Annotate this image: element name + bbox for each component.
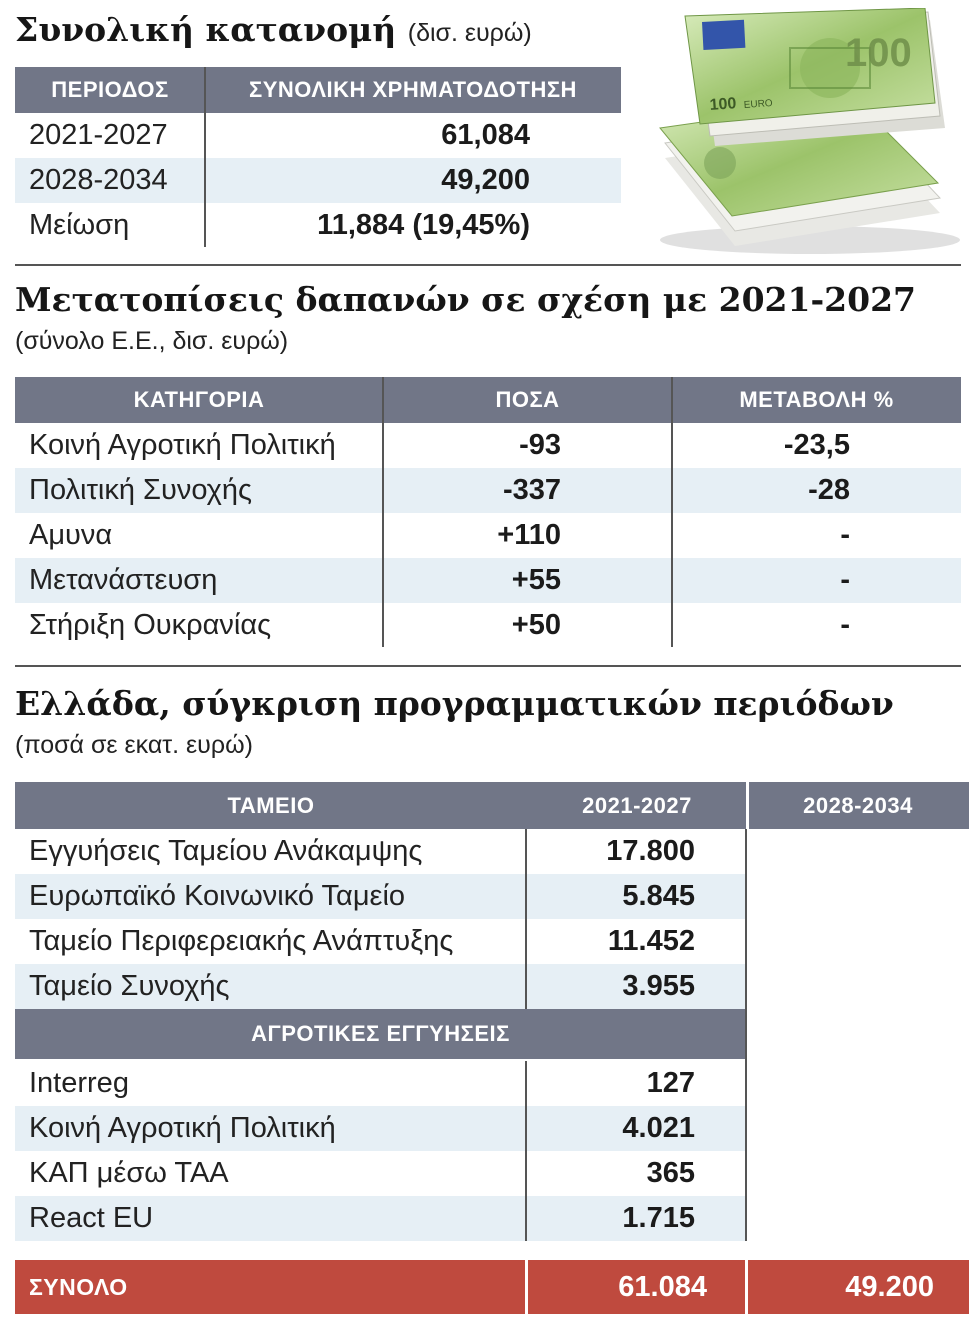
table-row: Πολιτική Συνοχής -337 -28 xyxy=(15,468,961,513)
fund-value: 11.452 xyxy=(607,925,695,957)
amount-value: -93 xyxy=(519,429,561,461)
header-category: ΚΑΤΗΓΟΡΙΑ xyxy=(133,387,265,412)
amount-value: +55 xyxy=(511,564,561,596)
change-value: - xyxy=(840,519,850,551)
header-period-2021: 2021-2027 xyxy=(582,792,692,818)
table-row: Εγγυήσεις Ταμείου Ανάκαμψης 17.800 xyxy=(15,829,746,874)
header-fund: ΤΑΜΕΙΟ xyxy=(227,792,315,818)
table-row: ΚΑΠ μέσω ΤΑΑ 365 xyxy=(15,1151,746,1196)
period-label: 2021-2027 xyxy=(29,119,168,151)
fund-label: Ταμείο Συνοχής xyxy=(29,970,230,1002)
total-2021-value: 61.084 xyxy=(618,1270,707,1303)
category-label: Αμυνα xyxy=(29,519,113,551)
table-row: Μετανάστευση +55 - xyxy=(15,558,961,603)
fund-label: Εγγυήσεις Ταμείου Ανάκαμψης xyxy=(29,835,423,867)
reduction-value: 11,884 (19,45%) xyxy=(317,209,530,241)
fund-label: Ταμείο Περιφερειακής Ανάπτυξης xyxy=(29,925,454,957)
section2-title: Μετατοπίσεις δαπανών σε σχέση με 2021-20… xyxy=(15,280,917,319)
subheader-label: ΑΓΡΟΤΙΚΕΣ ΕΓΓΥΗΣΕΙΣ xyxy=(251,1021,510,1046)
category-label: Στήριξη Ουκρανίας xyxy=(29,609,272,641)
fund-label: ΚΑΠ μέσω ΤΑΑ xyxy=(29,1157,229,1189)
allocation-table: ΠΕΡΙΟΔΟΣ ΣΥΝΟΛΙΚΗ ΧΡΗΜΑΤΟΔΟΤΗΣΗ 2021-202… xyxy=(15,67,621,247)
fund-value: 127 xyxy=(646,1067,695,1099)
spending-shifts-table: ΚΑΤΗΓΟΡΙΑ ΠΟΣΑ ΜΕΤΑΒΟΛΗ % Κοινή Αγροτική… xyxy=(15,377,961,647)
change-value: - xyxy=(840,564,850,596)
fund-label: Interreg xyxy=(29,1067,129,1099)
spending-table-header: ΚΑΤΗΓΟΡΙΑ ΠΟΣΑ ΜΕΤΑΒΟΛΗ % xyxy=(15,377,961,423)
period-value: 61,084 xyxy=(441,119,530,151)
fund-value: 365 xyxy=(646,1157,695,1189)
section-divider xyxy=(15,665,961,667)
period-value: 49,200 xyxy=(441,164,530,196)
category-label: Πολιτική Συνοχής xyxy=(29,474,253,506)
fund-value: 1.715 xyxy=(622,1202,695,1234)
greece-table-header: ΤΑΜΕΙΟ 2021-2027 2028-2034 xyxy=(15,782,969,829)
total-2028-value: 49.200 xyxy=(845,1270,934,1303)
banknote-denomination: 100 xyxy=(845,31,912,75)
fund-value: 17.800 xyxy=(606,835,695,867)
section3-subtitle: (ποσά σε εκατ. ευρώ) xyxy=(15,731,253,759)
header-total-funding: ΣΥΝΟΛΙΚΗ ΧΡΗΜΑΤΟΔΟΤΗΣΗ xyxy=(249,77,577,102)
section3-title: Ελλάδα, σύγκριση προγραμματικών περιόδων xyxy=(15,684,894,723)
table-row: 2028-2034 49,200 xyxy=(15,158,621,203)
table-row: Στήριξη Ουκρανίας +50 - xyxy=(15,603,961,648)
reduction-label: Μείωση xyxy=(29,209,130,241)
fund-label: React EU xyxy=(29,1202,154,1234)
column-divider xyxy=(525,829,527,1009)
section1-title-text: Συνολική κατανομή xyxy=(15,10,397,49)
allocation-table-header: ΠΕΡΙΟΔΟΣ ΣΥΝΟΛΙΚΗ ΧΡΗΜΑΤΟΔΟΤΗΣΗ xyxy=(15,67,621,113)
change-value: -23,5 xyxy=(783,429,850,461)
category-label: Κοινή Αγροτική Πολιτική xyxy=(29,429,336,461)
change-value: - xyxy=(840,609,850,641)
column-divider xyxy=(745,829,747,1241)
fund-value: 4.021 xyxy=(622,1112,695,1144)
category-label: Μετανάστευση xyxy=(29,564,218,596)
period-label: 2028-2034 xyxy=(29,164,168,196)
table-row: Μείωση 11,884 (19,45%) xyxy=(15,203,621,248)
section1-unit: (δισ. ευρώ) xyxy=(407,19,532,47)
euro-banknotes-image: 100 100 EURO xyxy=(659,8,960,254)
total-label-cell: ΣΥΝΟΛΟ xyxy=(15,1260,525,1314)
header-gap xyxy=(746,782,749,829)
table-row: Κοινή Αγροτική Πολιτική 4.021 xyxy=(15,1106,746,1151)
amount-value: -337 xyxy=(502,474,561,506)
agricultural-guarantees-subheader: ΑΓΡΟΤΙΚΕΣ ΕΓΓΥΗΣΕΙΣ xyxy=(15,1009,746,1059)
greece-comparison-table: ΤΑΜΕΙΟ 2021-2027 2028-2034 Εγγυήσεις Ταμ… xyxy=(15,782,969,1316)
column-divider xyxy=(671,377,673,647)
section1-title: Συνολική κατανομή (δισ. ευρώ) xyxy=(15,10,532,49)
table-row: 2021-2027 61,084 xyxy=(15,113,621,158)
banknote-euro-text: EURO xyxy=(743,98,773,111)
fund-value: 3.955 xyxy=(622,970,695,1002)
header-amounts: ΠΟΣΑ xyxy=(495,387,560,412)
column-divider xyxy=(525,1061,527,1241)
table-row: Αμυνα +110 - xyxy=(15,513,961,558)
table-row: Ευρωπαϊκό Κοινωνικό Ταμείο 5.845 xyxy=(15,874,746,919)
total-2021-cell: 61.084 xyxy=(528,1260,745,1314)
column-divider xyxy=(382,377,384,647)
total-2028-cell: 49.200 xyxy=(748,1260,969,1314)
total-label: ΣΥΝΟΛΟ xyxy=(29,1273,128,1300)
fund-value: 5.845 xyxy=(622,880,695,912)
table-row: Interreg 127 xyxy=(15,1061,746,1106)
table-row: Κοινή Αγροτική Πολιτική -93 -23,5 xyxy=(15,423,961,468)
fund-label: Ευρωπαϊκό Κοινωνικό Ταμείο xyxy=(29,880,406,912)
amount-value: +50 xyxy=(511,609,561,641)
section2-subtitle: (σύνολο Ε.Ε., δισ. ευρώ) xyxy=(15,327,289,355)
table-row: Ταμείο Περιφερειακής Ανάπτυξης 11.452 xyxy=(15,919,746,964)
section-divider xyxy=(15,264,961,266)
change-value: -28 xyxy=(808,474,850,506)
header-change-percent: ΜΕΤΑΒΟΛΗ % xyxy=(739,387,894,412)
amount-value: +110 xyxy=(497,519,561,551)
header-period-2028: 2028-2034 xyxy=(803,792,913,818)
header-period: ΠΕΡΙΟΔΟΣ xyxy=(51,77,169,102)
table-row: Ταμείο Συνοχής 3.955 xyxy=(15,964,746,1009)
column-divider xyxy=(204,67,206,247)
table-row: React EU 1.715 xyxy=(15,1196,746,1241)
upper-note-stack: 100 100 EURO xyxy=(684,8,945,146)
banknote-denomination-small: 100 xyxy=(709,95,737,114)
fund-label: Κοινή Αγροτική Πολιτική xyxy=(29,1112,336,1144)
